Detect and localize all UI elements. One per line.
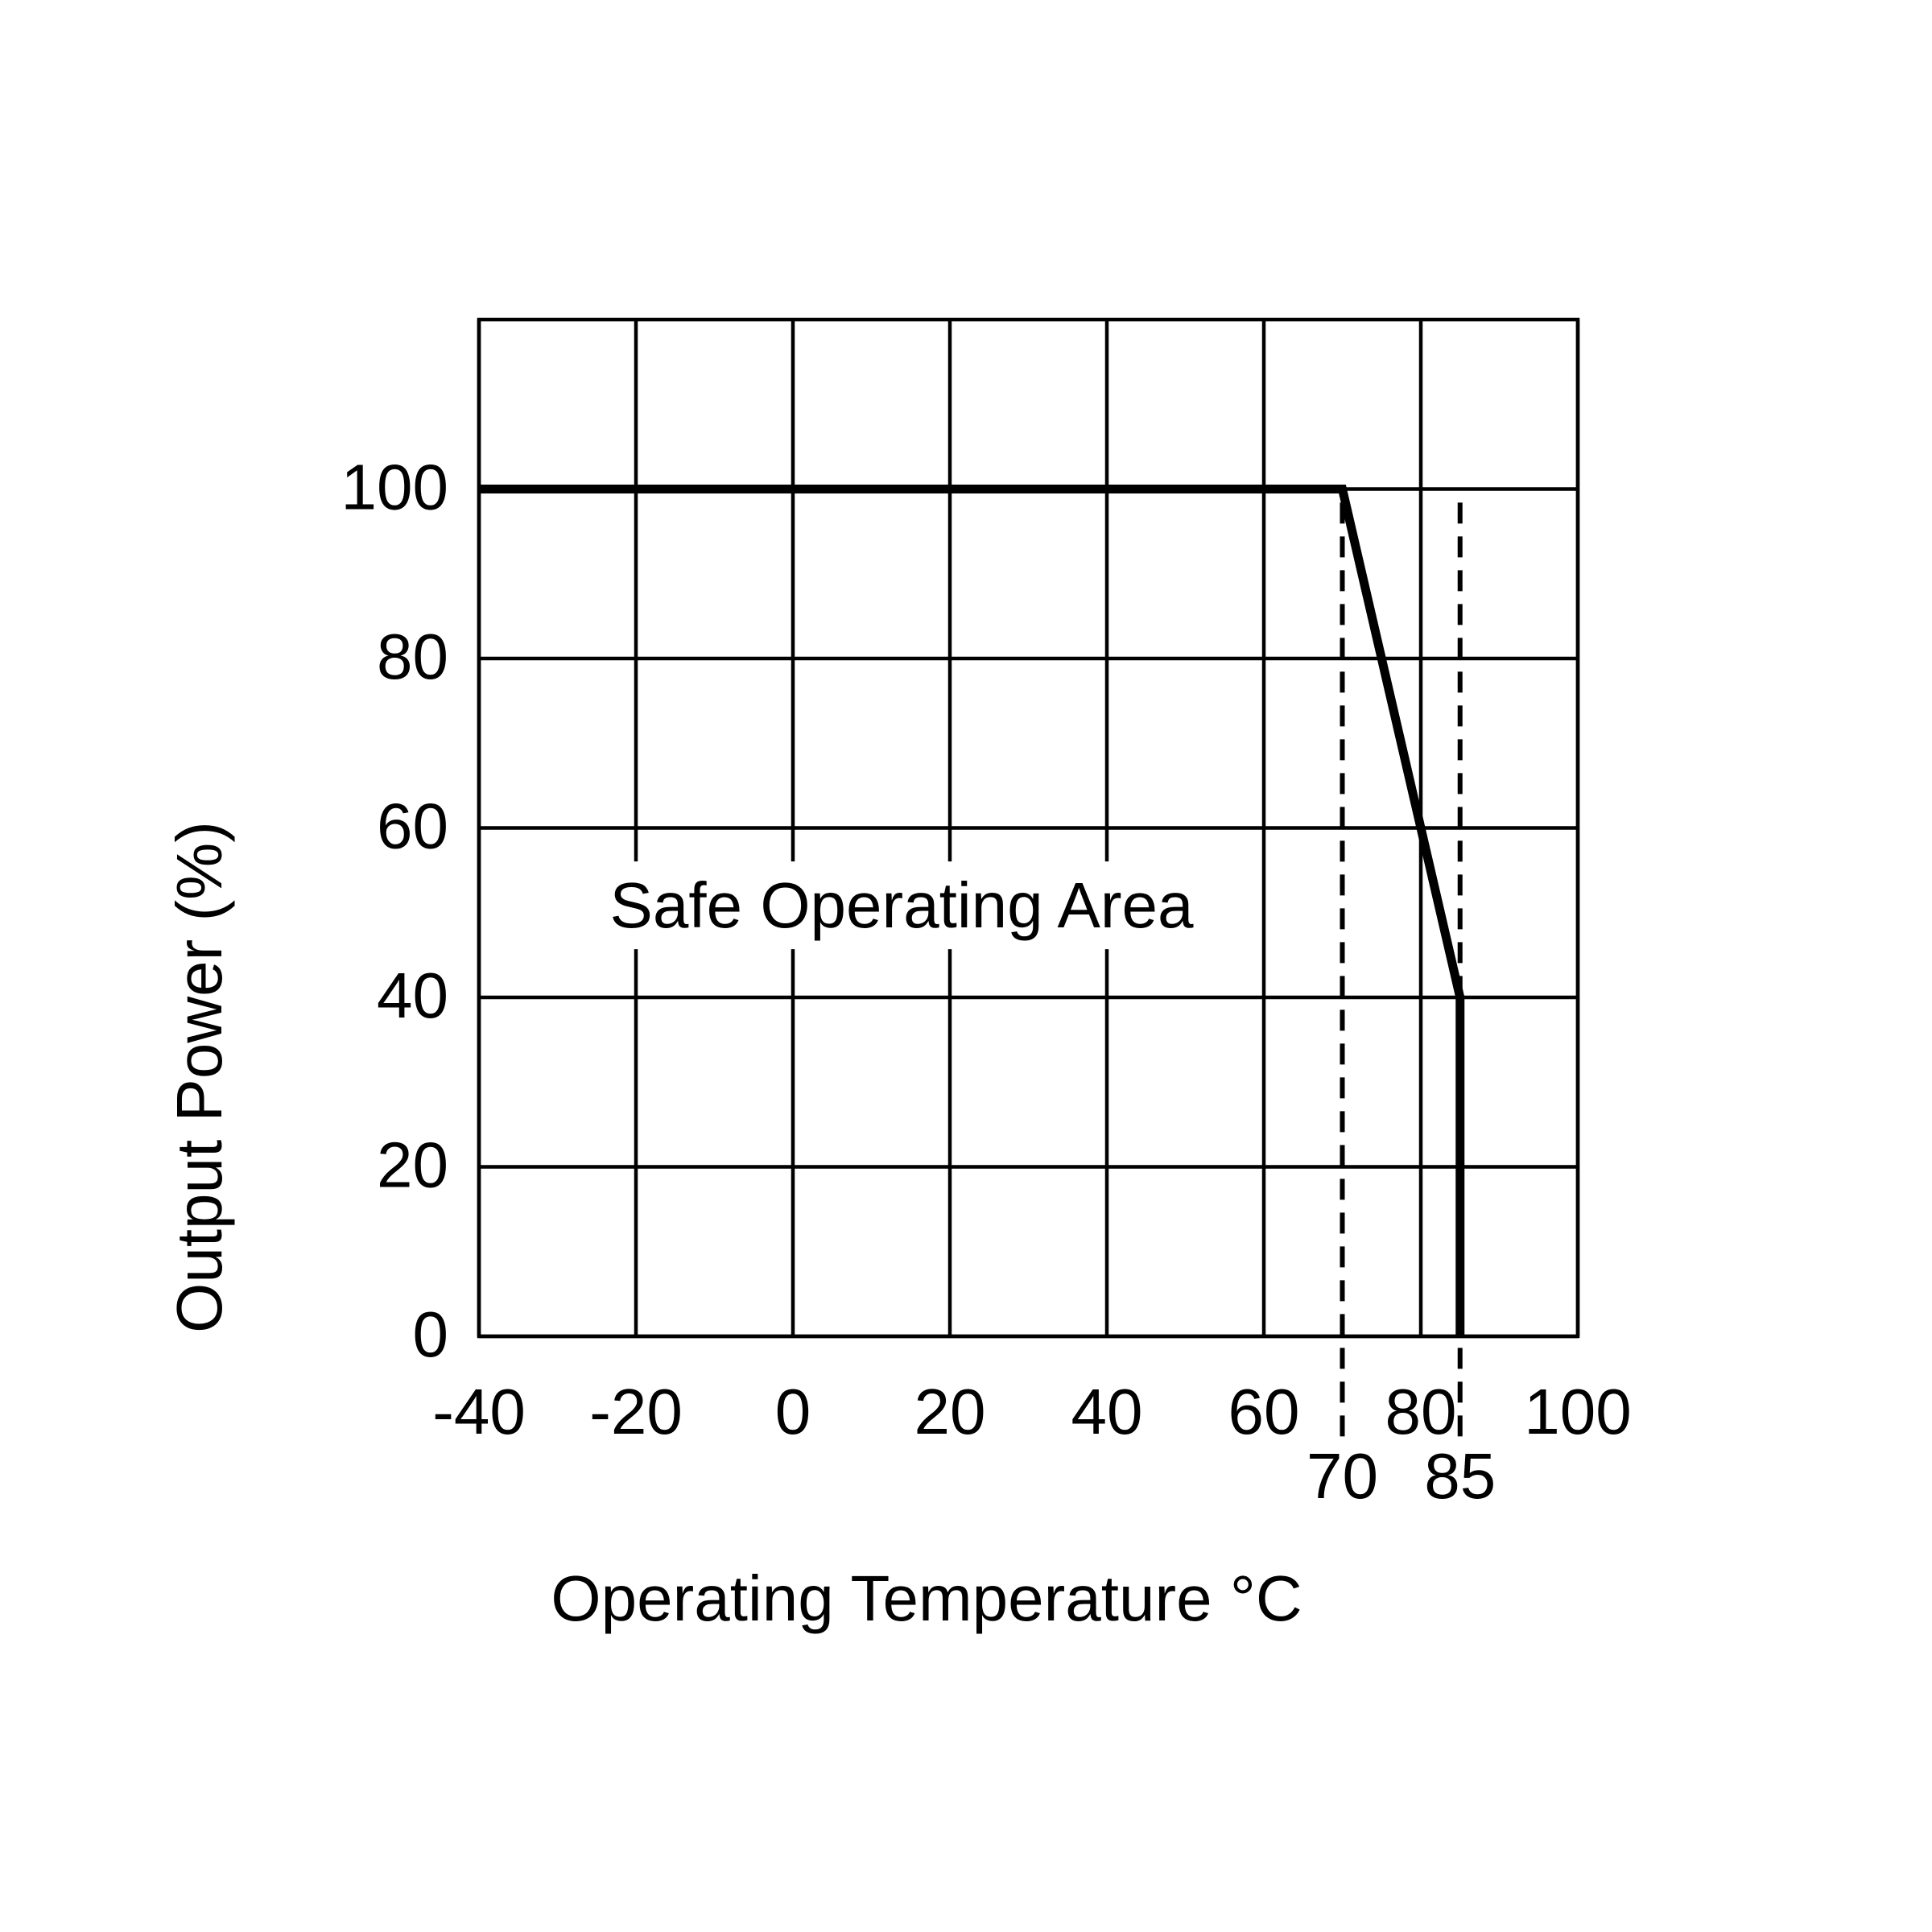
- y-tick-label: 40: [377, 960, 448, 1031]
- x-tick-label: -40: [432, 1376, 526, 1447]
- x-tick-label: -20: [589, 1376, 683, 1447]
- x-tick-label: 0: [775, 1376, 811, 1447]
- y-tick-label: 80: [377, 621, 448, 692]
- x-tick-label: 100: [1524, 1376, 1631, 1447]
- y-tick-label: 60: [377, 791, 448, 862]
- x-tick-label: 60: [1228, 1376, 1300, 1447]
- y-tick-label: 20: [377, 1129, 448, 1201]
- x-axis-label: Operating Temperature °C: [551, 1563, 1302, 1634]
- y-axis-label: Output Power (%): [163, 821, 235, 1333]
- data-line: [479, 485, 1465, 1336]
- y-tick-label: 100: [341, 452, 448, 523]
- x-tick-label: 20: [914, 1376, 986, 1447]
- x-tick-label: 40: [1071, 1376, 1143, 1447]
- x-tick-label: 80: [1385, 1376, 1457, 1447]
- y-tick-label: 0: [413, 1298, 449, 1370]
- annotation: Safe Operating Area: [610, 869, 1194, 941]
- annotation-background: [595, 861, 1208, 950]
- marker-label: 85: [1424, 1440, 1496, 1512]
- marker-label: 70: [1307, 1440, 1378, 1512]
